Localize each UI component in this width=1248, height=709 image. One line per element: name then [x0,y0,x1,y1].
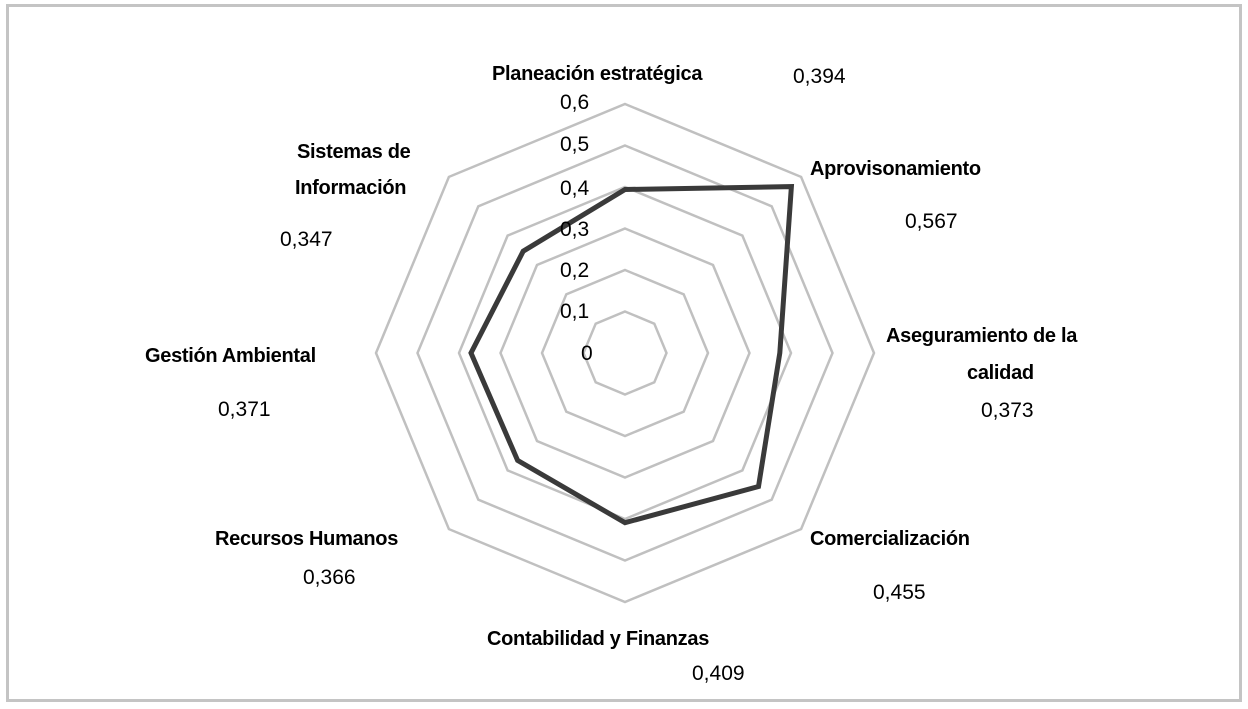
radial-tick-0.6: 0,6 [560,91,590,114]
category-label-planeacion: Planeación estratégica [492,63,703,85]
value-label-planeacion: 0,394 [793,65,846,88]
value-label-recursos-humanos: 0,366 [303,566,356,589]
data-series-polygon [468,184,795,526]
category-label-aseguramiento-line2: calidad [967,362,1034,384]
value-label-comercializacion: 0,455 [873,581,926,604]
grid-ring [457,185,793,521]
grid-ring [540,268,710,438]
value-label-aprovisonamiento: 0,567 [905,210,958,233]
category-label-recursos-humanos: Recursos Humanos [215,528,399,550]
grid-ring [582,310,668,396]
value-label-contabilidad: 0,409 [692,662,745,685]
grid-ring [499,227,751,479]
category-label-sistemas-line2: Información [295,177,407,199]
radial-tick-0.4: 0,4 [560,177,590,200]
value-label-aseguramiento: 0,373 [981,399,1034,422]
radial-tick-0.5: 0,5 [560,133,590,156]
category-label-contabilidad: Contabilidad y Finanzas [487,628,710,650]
value-label-gestion-ambiental: 0,371 [218,398,271,421]
category-label-aseguramiento-line1: Aseguramiento de la [886,325,1078,347]
category-label-aprovisonamiento: Aprovisonamiento [810,158,981,180]
category-label-gestion-ambiental: Gestión Ambiental [145,345,316,367]
radial-tick-0.3: 0,3 [560,218,590,241]
grid-ring [374,102,876,604]
radial-tick-0.2: 0,2 [560,259,590,282]
chart-frame [6,4,1242,702]
radial-tick-0: 0 [581,342,593,365]
radial-tick-0.1: 0,1 [560,300,590,323]
category-label-comercializacion: Comercialización [810,528,970,550]
radar-grid [374,102,876,604]
value-label-sistemas: 0,347 [280,228,333,251]
category-label-sistemas-line1: Sistemas de [297,141,411,163]
grid-ring [416,144,834,562]
